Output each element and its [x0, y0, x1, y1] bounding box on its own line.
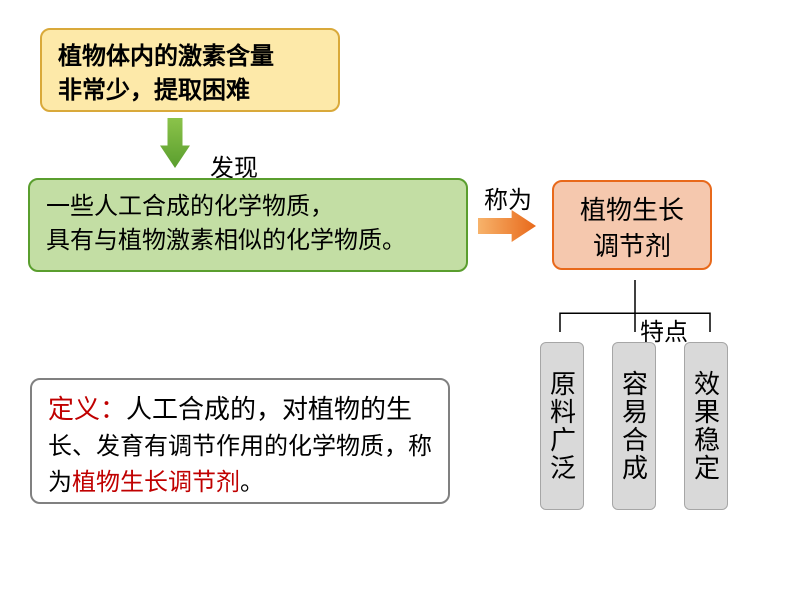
box1-line1: 植物体内的激素含量 [58, 40, 322, 74]
def-part-0: 定义： [48, 394, 126, 424]
feature-0: 原料广泛 [540, 342, 584, 510]
def-part-1: 人工合成的，对植物的生 [126, 394, 412, 424]
feature-1: 容易合成 [612, 342, 656, 510]
label-called: 称为 [484, 180, 532, 215]
box-synthetic-chemicals: 一些人工合成的化学物质， 具有与植物激素相似的化学物质。 [28, 178, 468, 272]
box2-line1: 一些人工合成的化学物质， [46, 190, 450, 224]
box1-line2: 非常少，提取困难 [58, 74, 322, 108]
def-part-3: 植物生长调节剂 [72, 469, 240, 496]
box2-line2: 具有与植物激素相似的化学物质。 [46, 224, 450, 258]
def-part-4: 。 [240, 469, 264, 496]
bracket-features [540, 278, 730, 334]
box3-line1: 植物生长 [570, 192, 694, 228]
box-definition: 定义：人工合成的，对植物的生长、发育有调节作用的化学物质，称为植物生长调节剂。 [30, 378, 450, 504]
box3-line2: 调节剂 [570, 228, 694, 264]
arrow-discover [160, 118, 190, 168]
box-plant-regulator: 植物生长 调节剂 [552, 180, 712, 270]
box-hormone-scarce: 植物体内的激素含量 非常少，提取困难 [40, 28, 340, 112]
feature-2: 效果稳定 [684, 342, 728, 510]
